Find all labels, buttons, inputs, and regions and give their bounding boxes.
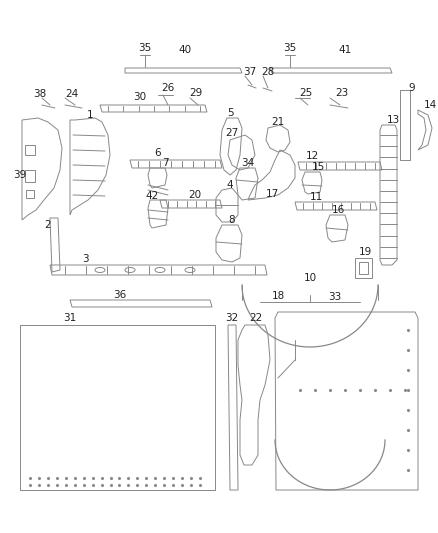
Text: 21: 21 <box>272 117 285 127</box>
Text: 18: 18 <box>272 291 285 301</box>
Text: 10: 10 <box>304 273 317 283</box>
Text: 32: 32 <box>226 313 239 323</box>
Text: 11: 11 <box>309 192 323 202</box>
Text: 7: 7 <box>162 158 168 168</box>
Text: 30: 30 <box>134 92 147 102</box>
Text: 9: 9 <box>409 83 415 93</box>
Text: 20: 20 <box>188 190 201 200</box>
Text: 29: 29 <box>189 88 203 98</box>
Text: 39: 39 <box>14 170 27 180</box>
Text: 8: 8 <box>229 215 235 225</box>
Text: 1: 1 <box>87 110 93 120</box>
Text: 6: 6 <box>155 148 161 158</box>
Text: 27: 27 <box>226 128 239 138</box>
Text: 34: 34 <box>241 158 254 168</box>
Text: 36: 36 <box>113 290 127 300</box>
Text: 41: 41 <box>339 45 352 55</box>
Text: 35: 35 <box>138 43 152 53</box>
Text: 14: 14 <box>424 100 437 110</box>
Text: 25: 25 <box>300 88 313 98</box>
Text: 35: 35 <box>283 43 297 53</box>
Text: 5: 5 <box>227 108 233 118</box>
Text: 33: 33 <box>328 292 342 302</box>
Text: 37: 37 <box>244 67 257 77</box>
Text: 13: 13 <box>386 115 399 125</box>
Text: 22: 22 <box>249 313 263 323</box>
Text: 24: 24 <box>65 89 79 99</box>
Text: 40: 40 <box>178 45 191 55</box>
Text: 38: 38 <box>33 89 46 99</box>
Text: 42: 42 <box>145 191 159 201</box>
Text: 15: 15 <box>311 162 325 172</box>
Text: 4: 4 <box>227 180 233 190</box>
Text: 3: 3 <box>82 254 88 264</box>
Text: 19: 19 <box>358 247 371 257</box>
Text: 26: 26 <box>161 83 175 93</box>
Text: 28: 28 <box>261 67 275 77</box>
Text: 31: 31 <box>64 313 77 323</box>
Text: 16: 16 <box>332 205 345 215</box>
Text: 12: 12 <box>305 151 318 161</box>
Text: 17: 17 <box>265 189 279 199</box>
Text: 2: 2 <box>45 220 51 230</box>
Text: 23: 23 <box>336 88 349 98</box>
